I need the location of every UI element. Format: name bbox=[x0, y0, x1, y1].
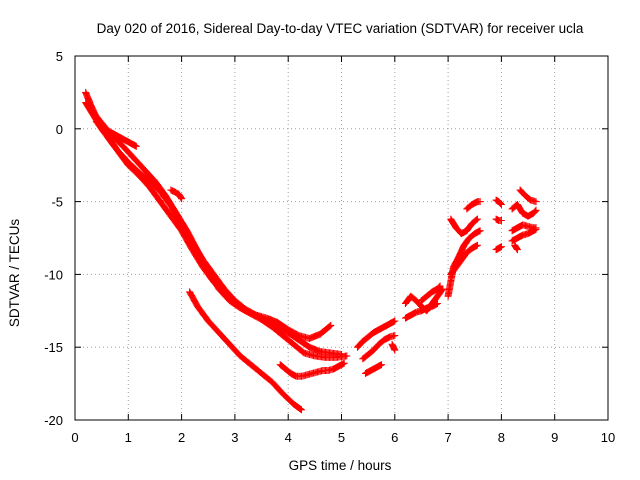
plus-markers bbox=[492, 196, 505, 208]
y-tick-label: -10 bbox=[44, 267, 63, 282]
series-track-20 bbox=[492, 215, 505, 224]
x-tick-label: 6 bbox=[391, 430, 398, 445]
series-track-18 bbox=[463, 198, 484, 213]
series-track-26 bbox=[511, 241, 521, 254]
plus-markers bbox=[492, 215, 505, 224]
series-track-2 bbox=[82, 88, 335, 342]
series-track-13 bbox=[402, 300, 441, 322]
series-track-8 bbox=[354, 317, 399, 351]
plus-markers bbox=[511, 241, 521, 254]
plus-markers bbox=[167, 186, 186, 203]
series-track-14 bbox=[417, 282, 444, 305]
plus-markers bbox=[388, 340, 399, 354]
y-tick-label: 0 bbox=[56, 122, 63, 137]
series-track-19 bbox=[492, 196, 505, 208]
series-track-16 bbox=[447, 241, 481, 278]
plus-markers bbox=[492, 243, 505, 254]
series-track-6 bbox=[186, 288, 305, 414]
series-track-24 bbox=[508, 225, 540, 245]
series-track-11 bbox=[388, 340, 399, 354]
x-tick-label: 4 bbox=[285, 430, 292, 445]
series-track-10 bbox=[362, 361, 385, 377]
y-tick-label: -20 bbox=[44, 413, 63, 428]
plus-markers bbox=[359, 332, 399, 363]
x-tick-label: 0 bbox=[71, 430, 78, 445]
axis-ticks bbox=[74, 55, 609, 421]
data-series bbox=[82, 88, 540, 414]
plus-markers bbox=[417, 282, 444, 305]
series-track-7 bbox=[276, 359, 348, 380]
plus-markers bbox=[87, 106, 351, 361]
y-axis-label: SDTVAR / TECUs bbox=[7, 219, 22, 328]
x-tick-label: 10 bbox=[601, 430, 615, 445]
plus-markers bbox=[444, 227, 484, 300]
plus-markers bbox=[508, 201, 540, 220]
y-tick-label: 5 bbox=[56, 49, 63, 64]
series-track-15 bbox=[444, 227, 484, 300]
plus-markers bbox=[402, 300, 441, 322]
plus-markers bbox=[276, 359, 348, 380]
plus-markers bbox=[447, 215, 481, 238]
x-tick-label: 1 bbox=[125, 430, 132, 445]
series-track-4 bbox=[87, 106, 351, 361]
series-track-22 bbox=[508, 201, 540, 220]
series-track-9 bbox=[359, 332, 399, 363]
series-track-17 bbox=[447, 215, 481, 238]
x-tick-label: 8 bbox=[498, 430, 505, 445]
x-tick-label: 9 bbox=[551, 430, 558, 445]
grid bbox=[75, 56, 608, 420]
x-tick-label: 5 bbox=[338, 430, 345, 445]
plus-markers bbox=[354, 317, 399, 351]
x-tick-label: 3 bbox=[231, 430, 238, 445]
y-tick-labels: 5 0 -5 -10 -15 -20 bbox=[44, 49, 63, 428]
x-tick-label: 7 bbox=[444, 430, 451, 445]
plus-markers bbox=[82, 88, 335, 342]
series-track-5 bbox=[167, 186, 186, 203]
series-track-25 bbox=[516, 186, 540, 206]
series-track-21 bbox=[492, 243, 505, 254]
plus-markers bbox=[362, 361, 385, 377]
x-axis-label: GPS time / hours bbox=[289, 458, 392, 473]
x-tick-label: 2 bbox=[178, 430, 185, 445]
plus-markers bbox=[508, 225, 540, 245]
y-tick-label: -5 bbox=[51, 195, 63, 210]
plus-markers bbox=[447, 241, 481, 278]
y-tick-label: -15 bbox=[44, 340, 63, 355]
plus-markers bbox=[463, 198, 484, 213]
chart-title: Day 020 of 2016, Sidereal Day-to-day VTE… bbox=[97, 21, 584, 36]
x-tick-labels: 0 1 2 3 4 5 6 7 8 9 10 bbox=[71, 430, 615, 445]
plus-markers bbox=[186, 288, 305, 414]
plus-markers bbox=[516, 186, 540, 206]
